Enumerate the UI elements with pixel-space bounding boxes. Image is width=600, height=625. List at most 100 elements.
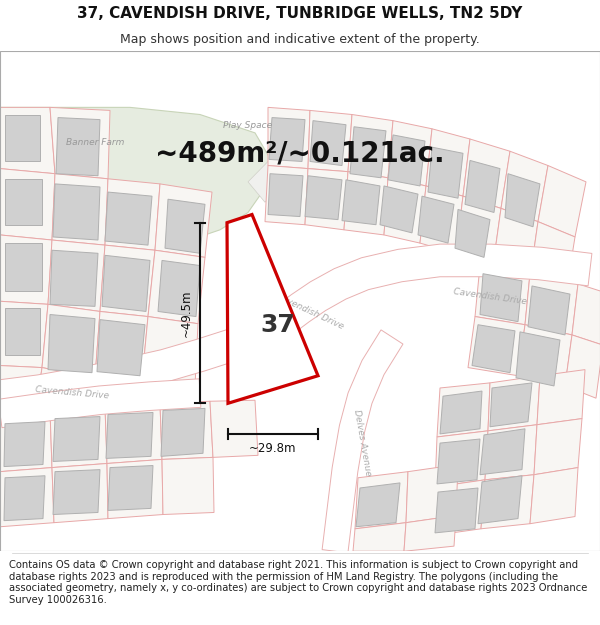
Polygon shape	[342, 180, 380, 225]
Polygon shape	[430, 480, 485, 536]
Polygon shape	[107, 459, 163, 519]
Polygon shape	[50, 250, 98, 306]
Polygon shape	[5, 179, 42, 225]
Text: Delves Avenue: Delves Avenue	[352, 409, 372, 477]
Polygon shape	[0, 379, 201, 428]
Polygon shape	[501, 151, 548, 222]
Polygon shape	[406, 464, 458, 522]
Polygon shape	[380, 186, 418, 233]
Polygon shape	[97, 319, 145, 376]
Polygon shape	[435, 488, 478, 533]
Polygon shape	[108, 466, 153, 511]
Polygon shape	[456, 196, 501, 266]
Polygon shape	[265, 166, 308, 225]
Polygon shape	[5, 114, 40, 161]
Polygon shape	[472, 325, 515, 372]
Polygon shape	[210, 400, 258, 458]
Polygon shape	[5, 243, 42, 291]
Polygon shape	[50, 406, 107, 468]
Polygon shape	[308, 111, 352, 172]
Polygon shape	[102, 256, 150, 311]
Polygon shape	[530, 222, 575, 293]
Polygon shape	[56, 118, 100, 176]
Polygon shape	[53, 469, 100, 514]
Polygon shape	[0, 411, 52, 472]
Text: ~489m²/~0.121ac.: ~489m²/~0.121ac.	[155, 139, 445, 168]
Polygon shape	[565, 335, 600, 398]
Polygon shape	[53, 184, 100, 240]
Polygon shape	[426, 129, 470, 196]
Polygon shape	[52, 464, 108, 522]
Text: Play Space: Play Space	[223, 121, 272, 130]
Polygon shape	[148, 250, 205, 324]
Polygon shape	[493, 208, 538, 278]
Polygon shape	[92, 378, 142, 400]
Polygon shape	[305, 169, 348, 230]
Polygon shape	[538, 166, 586, 237]
Polygon shape	[480, 429, 525, 475]
Polygon shape	[5, 308, 40, 356]
Polygon shape	[530, 468, 578, 524]
Polygon shape	[0, 235, 52, 304]
Polygon shape	[52, 174, 108, 245]
Polygon shape	[48, 314, 95, 372]
Polygon shape	[53, 416, 100, 461]
Polygon shape	[310, 121, 346, 166]
Polygon shape	[50, 107, 110, 179]
Polygon shape	[38, 368, 95, 400]
Polygon shape	[48, 240, 105, 311]
Polygon shape	[0, 301, 48, 368]
Polygon shape	[161, 408, 205, 456]
Polygon shape	[155, 184, 212, 258]
Text: Cavendish Drive: Cavendish Drive	[35, 385, 109, 400]
Polygon shape	[305, 176, 342, 219]
Polygon shape	[160, 401, 213, 459]
Polygon shape	[418, 196, 454, 243]
Polygon shape	[525, 274, 578, 335]
Polygon shape	[268, 174, 303, 216]
Polygon shape	[468, 316, 525, 376]
Polygon shape	[480, 274, 522, 322]
Polygon shape	[437, 383, 490, 437]
Polygon shape	[490, 383, 532, 427]
Polygon shape	[105, 403, 162, 464]
Polygon shape	[162, 458, 214, 514]
Polygon shape	[435, 431, 488, 487]
Polygon shape	[485, 425, 537, 480]
Polygon shape	[268, 107, 310, 169]
Polygon shape	[344, 172, 388, 235]
Polygon shape	[350, 127, 386, 178]
Polygon shape	[158, 261, 200, 316]
Polygon shape	[353, 522, 406, 551]
Polygon shape	[0, 169, 55, 240]
Polygon shape	[534, 419, 582, 475]
Polygon shape	[95, 311, 148, 380]
Polygon shape	[516, 332, 560, 386]
Polygon shape	[437, 439, 480, 484]
Polygon shape	[355, 472, 408, 529]
Polygon shape	[475, 266, 530, 325]
Text: Cavendish Drive: Cavendish Drive	[275, 291, 346, 331]
Polygon shape	[0, 107, 270, 240]
Polygon shape	[100, 245, 155, 316]
Polygon shape	[528, 286, 570, 335]
Text: Contains OS data © Crown copyright and database right 2021. This information is : Contains OS data © Crown copyright and d…	[9, 560, 587, 605]
Text: Map shows position and indicative extent of the property.: Map shows position and indicative extent…	[120, 34, 480, 46]
Polygon shape	[42, 304, 100, 378]
Polygon shape	[384, 177, 426, 243]
Polygon shape	[348, 114, 393, 178]
Polygon shape	[105, 192, 152, 245]
Text: ~29.8m: ~29.8m	[249, 442, 297, 455]
Polygon shape	[0, 244, 592, 412]
Polygon shape	[227, 214, 318, 403]
Polygon shape	[505, 174, 540, 227]
Polygon shape	[388, 135, 425, 186]
Polygon shape	[465, 161, 500, 212]
Polygon shape	[0, 366, 42, 396]
Polygon shape	[322, 330, 403, 553]
Text: Cavendish Drive: Cavendish Drive	[453, 287, 527, 306]
Text: 37, CAVENDISH DRIVE, TUNBRIDGE WELLS, TN2 5DY: 37, CAVENDISH DRIVE, TUNBRIDGE WELLS, TN…	[77, 6, 523, 21]
Polygon shape	[142, 316, 198, 386]
Polygon shape	[455, 209, 490, 258]
Polygon shape	[0, 468, 54, 527]
